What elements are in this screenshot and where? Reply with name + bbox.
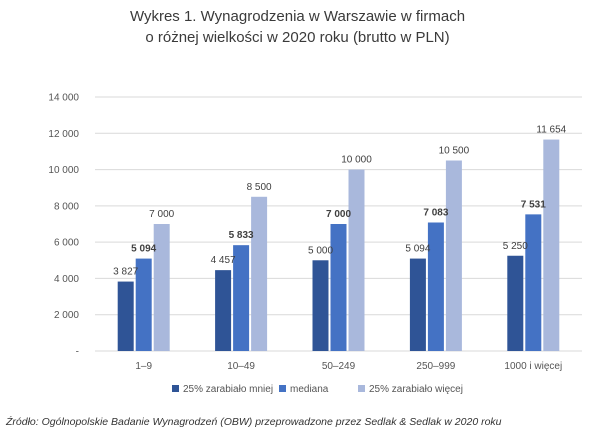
source-note: Źródło: Ogólnopolskie Badanie Wynagrodze… (6, 416, 502, 428)
y-tick-label: 14 000 (48, 93, 79, 104)
legend-swatch (172, 385, 179, 392)
chart-title: Wykres 1. Wynagrodzenia w Warszawie w fi… (0, 6, 595, 48)
data-label: 7 000 (326, 209, 351, 220)
data-label: 5 000 (308, 245, 333, 256)
chart-title-line-2: o różnej wielkości w 2020 roku (brutto w… (145, 29, 450, 46)
y-tick-label: 2 000 (54, 310, 79, 321)
bar-1-3 (312, 260, 329, 351)
data-label: 3 827 (113, 267, 138, 278)
x-category-label: 1000 i więcej (504, 361, 562, 372)
x-axis-category-labels: 1–9 10–49 50–249 250–999 1000 i więcej (135, 361, 562, 372)
y-tick-label: 6 000 (54, 238, 79, 249)
y-tick-label: 12 000 (48, 129, 79, 140)
chart-title-line-1: Wykres 1. Wynagrodzenia w Warszawie w fi… (129, 8, 466, 25)
data-label: 10 500 (439, 146, 470, 157)
bar-2-4 (427, 222, 444, 351)
bar-3-1 (153, 224, 170, 351)
legend-label: 25% zarabiało mniej (183, 384, 273, 395)
data-label: 7 531 (521, 199, 546, 210)
data-labels: 3 827 5 094 7 000 4 457 5 833 8 500 5 000 7 000… (113, 125, 566, 278)
y-axis-tick-labels: - 2 000 4 000 6 000 8 000 10 000 12 000 14 000 (48, 93, 79, 358)
bar-1-4 (409, 258, 426, 351)
y-tick-label: 4 000 (54, 274, 79, 285)
data-label: 5 833 (229, 230, 254, 241)
x-category-label: 10–49 (227, 361, 255, 372)
legend: 25% zarabiało mniej mediana 25% zarabiało … (172, 384, 463, 395)
legend-swatch (358, 385, 365, 392)
legend-label: 25% zarabiało więcej (369, 384, 463, 395)
legend-swatch (279, 385, 286, 392)
bar-3-2 (251, 196, 268, 351)
data-label: 7 083 (423, 207, 448, 218)
bar-3-4 (445, 160, 462, 351)
x-category-label: 50–249 (322, 361, 356, 372)
data-label: 11 654 (536, 125, 566, 136)
data-label: 10 000 (341, 155, 372, 166)
data-label: 4 457 (211, 255, 236, 266)
bar-1-2 (215, 270, 232, 351)
legend-label: mediana (290, 384, 329, 395)
x-category-label: 1–9 (135, 361, 152, 372)
y-tick-label: - (76, 347, 79, 358)
bar-3-3 (348, 169, 365, 351)
bars (117, 139, 560, 351)
y-tick-label: 8 000 (54, 201, 79, 212)
bar-2-2 (233, 245, 250, 351)
bar-1-1 (117, 281, 134, 351)
bar-2-5 (525, 214, 542, 351)
bar-2-1 (135, 258, 152, 351)
data-label: 5 250 (503, 241, 528, 252)
bar-2-3 (330, 224, 347, 351)
y-tick-label: 10 000 (48, 165, 79, 176)
bar-1-5 (507, 255, 524, 351)
data-label: 7 000 (149, 209, 174, 220)
data-label: 5 094 (405, 244, 430, 255)
data-label: 8 500 (247, 182, 272, 193)
data-label: 5 094 (131, 244, 156, 255)
x-category-label: 250–999 (416, 361, 455, 372)
bar-3-5 (543, 139, 560, 351)
gridlines (95, 96, 582, 352)
